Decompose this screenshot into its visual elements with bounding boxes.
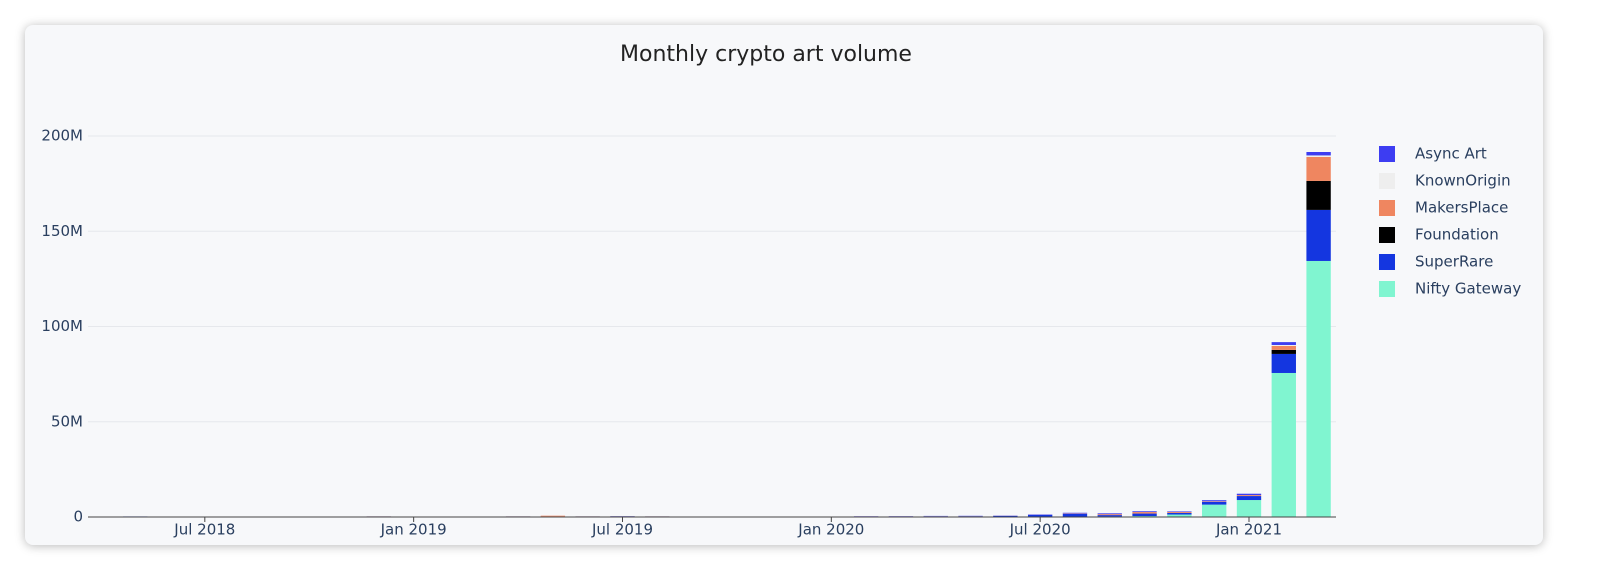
bar-segment — [1097, 514, 1122, 516]
legend-swatch — [1379, 281, 1395, 297]
bar-segment — [1271, 353, 1296, 373]
bar-segment — [1271, 344, 1296, 346]
bar-segment — [1236, 495, 1262, 497]
legend-label: KnownOrigin — [1415, 172, 1511, 190]
bar-segment — [1236, 496, 1262, 501]
bar-segment — [1062, 512, 1088, 514]
legend-label: Async Art — [1415, 145, 1487, 163]
y-tick-label: 0 — [73, 508, 83, 526]
legend-label: SuperRare — [1415, 253, 1493, 271]
bar-segment — [1271, 349, 1296, 354]
y-tick-label: 200M — [41, 127, 83, 145]
bar-segment — [1306, 152, 1331, 156]
bar-segment — [1167, 511, 1192, 513]
y-tick-label: 100M — [41, 317, 83, 335]
bar-segment — [1097, 513, 1122, 515]
x-tick-label: Jul 2020 — [1009, 521, 1071, 539]
bar-segment — [1132, 511, 1157, 513]
x-tick-label: Jul 2019 — [591, 521, 653, 539]
legend-label: MakersPlace — [1415, 199, 1508, 217]
bar-segment — [1271, 372, 1296, 517]
bar-segment — [993, 515, 1018, 517]
bar-segment — [1132, 513, 1157, 517]
legend-label: Foundation — [1415, 226, 1499, 244]
x-tick-label: Jul 2018 — [173, 521, 235, 539]
bar-segment — [1027, 514, 1053, 517]
bar-segment — [1306, 260, 1331, 517]
y-tick-label: 150M — [41, 222, 83, 240]
bar-segment — [1167, 512, 1192, 513]
chart-title: Monthly crypto art volume — [620, 42, 912, 67]
legend-swatch — [1379, 146, 1395, 162]
bar-segment — [1167, 514, 1192, 517]
bar-segment — [1236, 493, 1262, 496]
bar-segment — [1306, 180, 1331, 210]
bar-segment — [540, 515, 566, 517]
legend-swatch — [1379, 200, 1395, 216]
bar-segment — [958, 516, 983, 517]
bar-segment — [1201, 501, 1227, 502]
bar-segment — [1132, 512, 1157, 514]
bar-segment — [1271, 342, 1296, 345]
legend-swatch — [1379, 254, 1395, 270]
x-tick-label: Jan 2021 — [1215, 521, 1282, 539]
bar-segment — [1201, 500, 1227, 502]
bar-segment — [1167, 512, 1192, 515]
x-tick-label: Jan 2019 — [380, 521, 447, 539]
bar-segment — [1201, 504, 1227, 517]
bar-segment — [1306, 156, 1331, 181]
bar-segment — [1306, 209, 1331, 261]
legend-label: Nifty Gateway — [1415, 280, 1521, 298]
bar-segment — [1201, 501, 1227, 505]
legend-swatch — [1379, 173, 1395, 189]
bar-segment — [1306, 155, 1331, 157]
bar-segment — [1097, 515, 1122, 517]
bar-segment — [1062, 513, 1088, 517]
bar-segment — [1236, 500, 1262, 517]
legend-swatch — [1379, 227, 1395, 243]
y-tick-label: 50M — [51, 412, 83, 430]
x-tick-label: Jan 2020 — [797, 521, 864, 539]
bar-segment — [1271, 345, 1296, 350]
